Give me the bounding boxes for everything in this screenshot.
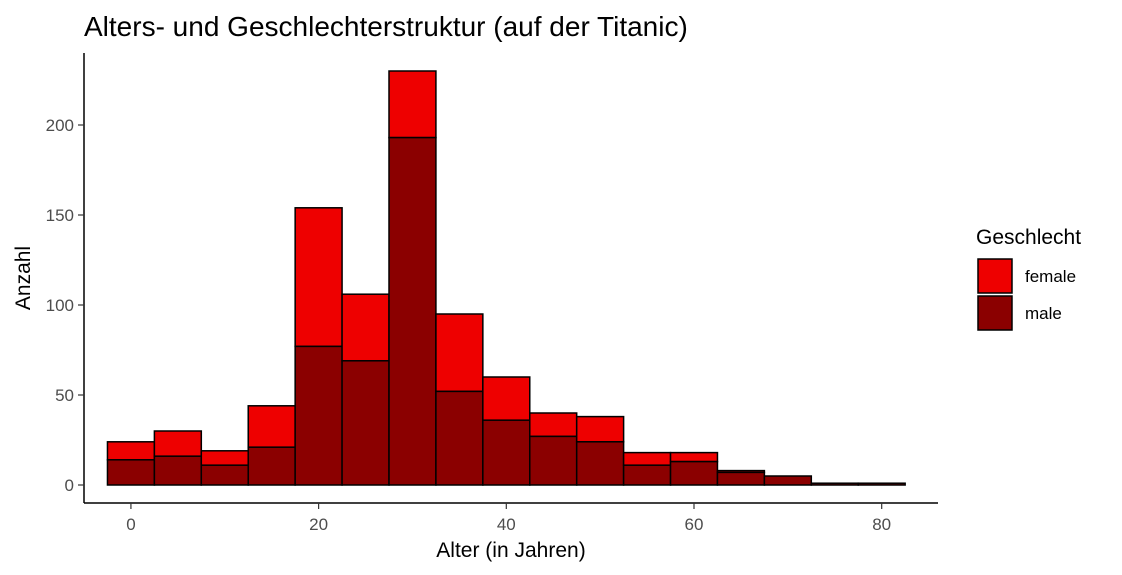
y-tick-label: 50 <box>55 386 74 405</box>
chart-title: Alters- und Geschlechterstruktur (auf de… <box>84 11 688 42</box>
bar-male <box>529 435 578 486</box>
bar-female <box>435 313 484 393</box>
bars-layer <box>106 70 906 486</box>
legend: Geschlecht female male <box>976 226 1081 331</box>
bar-female <box>669 451 719 463</box>
x-tick-label: 80 <box>872 515 891 534</box>
y-tick-label: 150 <box>46 206 74 225</box>
bar-female <box>529 412 578 438</box>
bar-male <box>153 455 203 486</box>
bar-female <box>247 405 296 448</box>
x-tick-label: 0 <box>126 515 135 534</box>
y-axis-ticks: 0 50 100 150 200 <box>46 116 84 495</box>
legend-key-male <box>977 295 1013 331</box>
bar-male <box>763 475 813 486</box>
bar-female <box>153 430 203 457</box>
x-axis-ticks: 0 20 40 60 80 <box>126 503 891 534</box>
bar-male <box>810 482 859 486</box>
bar-female <box>106 441 156 461</box>
bar-female <box>482 376 531 421</box>
bar-male <box>341 360 390 486</box>
x-tick-label: 60 <box>685 515 704 534</box>
bar-male <box>106 459 156 486</box>
bar-male <box>575 441 625 486</box>
bar-male <box>200 464 249 486</box>
bar-female <box>200 450 249 466</box>
bar-male <box>622 464 672 486</box>
bar-female <box>341 293 390 362</box>
x-tick-label: 40 <box>497 515 516 534</box>
bar-male <box>247 446 296 486</box>
y-tick-label: 100 <box>46 296 74 315</box>
bar-male <box>669 460 719 486</box>
x-axis-title: Alter (in Jahren) <box>436 539 585 562</box>
bar-male <box>482 419 531 486</box>
bar-male <box>716 471 766 486</box>
legend-key-female <box>977 258 1013 294</box>
x-tick-label: 20 <box>309 515 328 534</box>
bar-male <box>294 345 343 486</box>
bar-female <box>575 415 625 443</box>
legend-label-male: male <box>1025 304 1062 323</box>
y-tick-label: 0 <box>65 476 74 495</box>
bar-male <box>388 136 437 486</box>
bar-male <box>857 482 906 486</box>
y-tick-label: 200 <box>46 116 74 135</box>
bar-female <box>294 207 343 348</box>
y-axis-title: Anzahl <box>12 246 35 310</box>
bar-female <box>622 451 672 466</box>
legend-title: Geschlecht <box>976 226 1081 249</box>
bar-male <box>435 390 484 486</box>
bar-female <box>388 70 437 139</box>
legend-label-female: female <box>1025 267 1076 286</box>
